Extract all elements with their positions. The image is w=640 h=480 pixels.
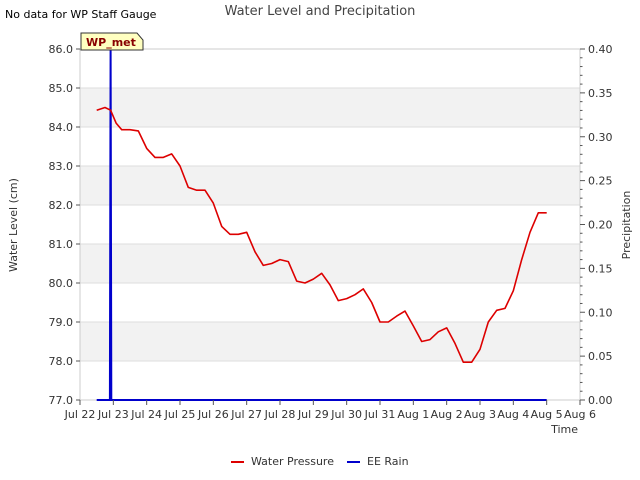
y-right-tick-label: 0.20 <box>588 219 613 232</box>
chart-title: Water Level and Precipitation <box>225 4 416 19</box>
water-pressure-line <box>96 106 547 363</box>
grid-band <box>80 244 580 283</box>
legend-item-water-pressure[interactable]: Water Pressure <box>231 455 334 468</box>
site-label-text: WP_met <box>86 36 136 49</box>
x-tick-label: Jul 30 <box>330 408 362 421</box>
grid-band <box>80 322 580 361</box>
y-axis-right: 0.00 0.05 0.10 0.15 0.20 0.25 0.30 0.35 0.40 <box>580 43 613 407</box>
x-tick-label: Jul 31 <box>364 408 396 421</box>
y-left-tick-label: 79.0 <box>49 316 74 329</box>
x-tick-label: Aug 2 <box>431 408 463 421</box>
legend-item-ee-rain[interactable]: EE Rain <box>347 455 409 468</box>
y-right-tick-label: 0.15 <box>588 262 613 275</box>
x-tick-label: Aug 5 <box>531 408 563 421</box>
legend-label-ee-rain: EE Rain <box>367 455 409 468</box>
y-right-tick-label: 0.35 <box>588 87 613 100</box>
x-tick-label: Jul 27 <box>230 408 262 421</box>
legend-label-water-pressure: Water Pressure <box>251 455 334 468</box>
y-left-tick-label: 83.0 <box>49 160 74 173</box>
y-left-tick-label: 86.0 <box>49 43 74 56</box>
y-left-tick-label: 82.0 <box>49 199 74 212</box>
x-axis: Jul 22 Jul 23 Jul 24 Jul 25 Jul 26 Jul 27 Jul … <box>64 400 596 421</box>
no-data-note: No data for WP Staff Gauge <box>5 8 157 21</box>
x-tick-label: Jul 22 <box>64 408 96 421</box>
y-left-tick-label: 85.0 <box>49 82 74 95</box>
y-right-tick-label: 0.30 <box>588 131 613 144</box>
y-left-tick-label: 78.0 <box>49 355 74 368</box>
x-tick-label: Aug 6 <box>564 408 596 421</box>
grid-band <box>80 88 580 127</box>
site-label-shape <box>80 32 144 51</box>
y-right-tick-label: 0.00 <box>588 394 613 407</box>
y-right-tick-label: 0.40 <box>588 43 613 56</box>
y-left-tick-label: 80.0 <box>49 277 74 290</box>
legend: Water Pressure EE Rain <box>231 455 409 468</box>
x-tick-label: Aug 1 <box>397 408 429 421</box>
y-left-tick-label: 84.0 <box>49 121 74 134</box>
site-label-box: WP_met <box>80 32 144 51</box>
grid-band <box>80 166 580 205</box>
y-axis-right-label: Precipitation <box>620 191 633 260</box>
x-tick-label: Jul 23 <box>97 408 129 421</box>
x-tick-label: Jul 25 <box>164 408 196 421</box>
x-axis-label: Time <box>550 423 578 436</box>
x-tick-label: Jul 24 <box>130 408 162 421</box>
y-right-tick-label: 0.05 <box>588 350 613 363</box>
x-tick-label: Aug 4 <box>497 408 529 421</box>
x-tick-label: Aug 3 <box>464 408 496 421</box>
y-left-tick-label: 81.0 <box>49 238 74 251</box>
y-right-tick-label: 0.10 <box>588 306 613 319</box>
pressure-series-layer <box>96 106 547 363</box>
y-right-tick-label: 0.25 <box>588 175 613 188</box>
x-tick-label: Jul 28 <box>264 408 296 421</box>
y-axis-left: 77.0 78.0 79.0 80.0 81.0 82.0 83.0 84.0 85.0 86.0 <box>49 43 80 407</box>
y-axis-left-label: Water Level (cm) <box>7 178 20 272</box>
x-tick-label: Jul 26 <box>197 408 229 421</box>
y-left-tick-label: 77.0 <box>49 394 74 407</box>
x-tick-label: Jul 29 <box>297 408 329 421</box>
alternating-bands <box>80 88 580 361</box>
